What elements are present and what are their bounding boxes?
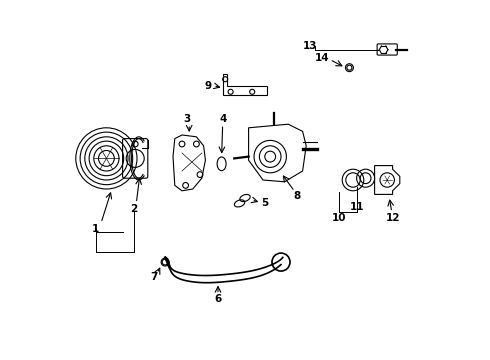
Text: 2: 2 <box>130 204 138 214</box>
Text: 10: 10 <box>331 213 346 223</box>
Text: 12: 12 <box>386 213 400 223</box>
Text: 11: 11 <box>349 202 364 212</box>
Text: 9: 9 <box>205 81 212 91</box>
Text: 14: 14 <box>315 53 329 63</box>
Text: 4: 4 <box>220 114 227 124</box>
Text: 8: 8 <box>294 191 301 201</box>
Text: 13: 13 <box>302 41 317 51</box>
Text: 6: 6 <box>215 294 221 304</box>
Text: 7: 7 <box>150 272 158 282</box>
Text: 1: 1 <box>92 224 99 234</box>
Text: 3: 3 <box>183 114 190 124</box>
Text: 5: 5 <box>261 198 269 208</box>
